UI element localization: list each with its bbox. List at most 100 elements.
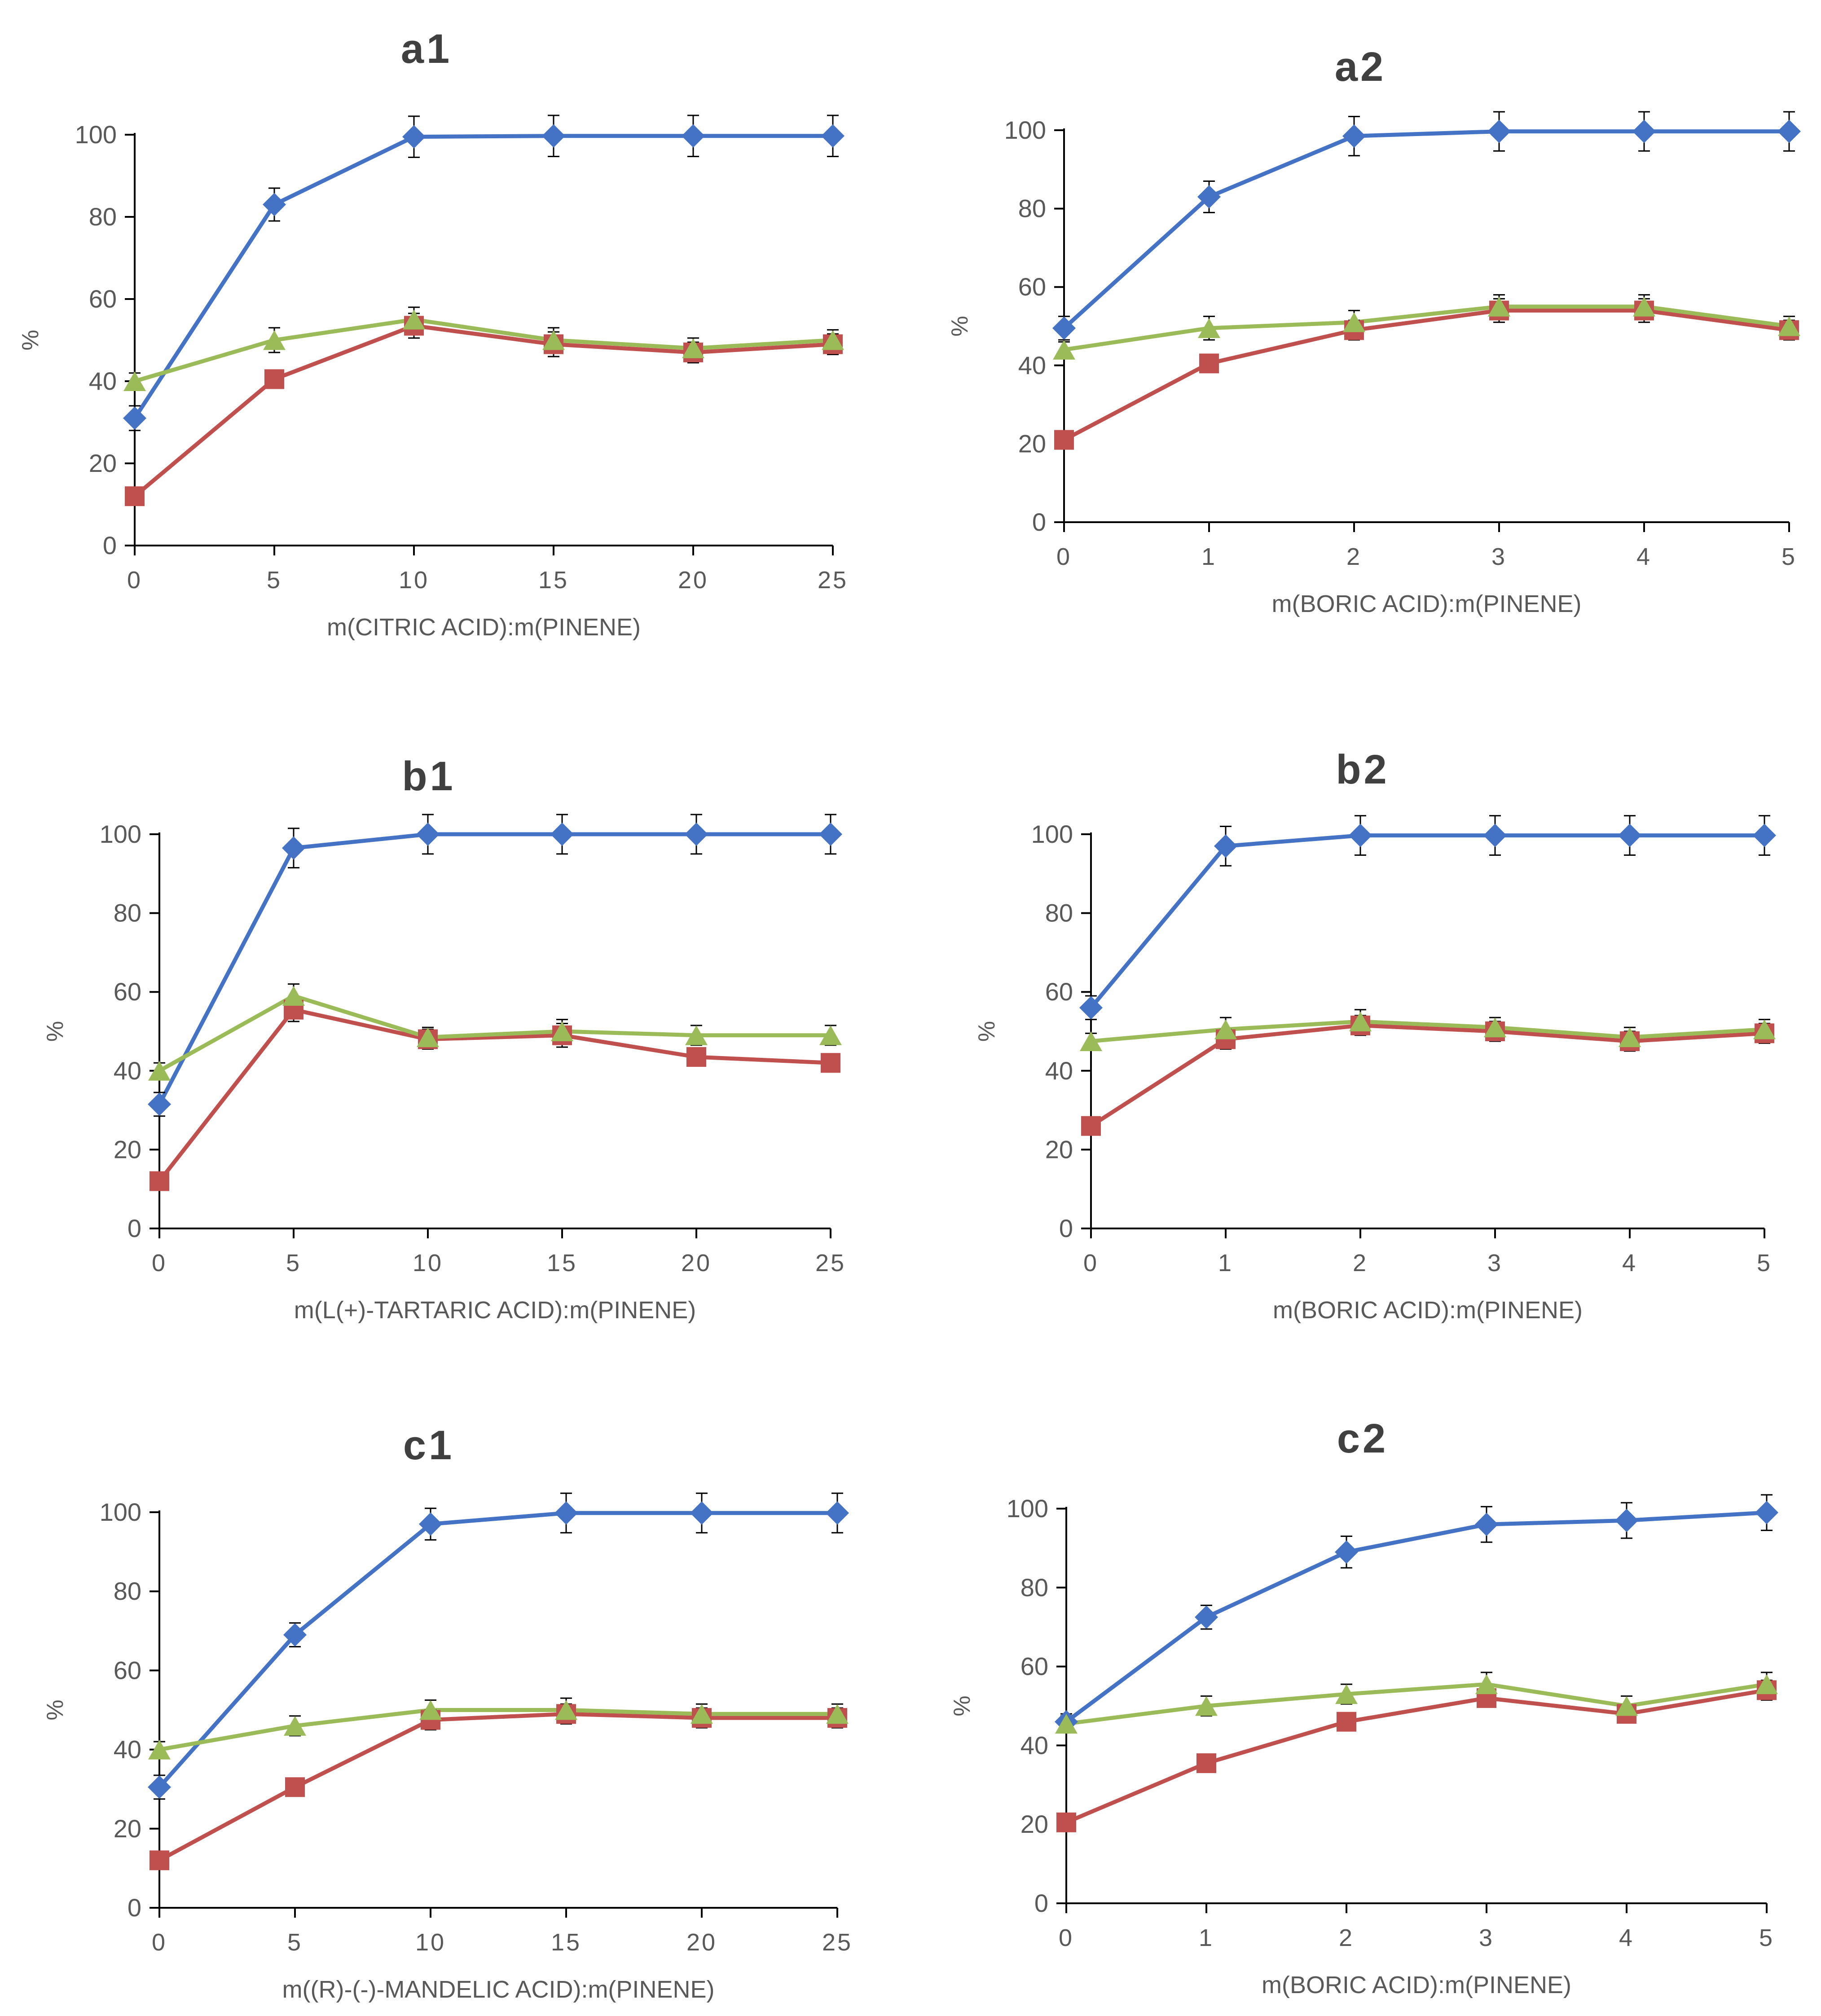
y-tick-label: 40 [1020, 1731, 1048, 1759]
y-tick-label: 80 [114, 899, 141, 927]
data-point-diamond [821, 124, 845, 148]
data-point-triangle [822, 330, 844, 350]
y-tick-label: 60 [1045, 977, 1073, 1006]
data-point-triangle [555, 1700, 577, 1720]
panel-b1: b1 m(L(+)-TARTARIC ACID):m(PINENE) % 0 20… [42, 753, 844, 1324]
y-tick-label: 60 [89, 285, 117, 313]
y-axis-label: % [42, 1021, 68, 1042]
series-line [1065, 1510, 1767, 1724]
x-tick-label: 15 [538, 567, 569, 594]
x-tick-label: 15 [547, 1250, 577, 1277]
series-line [133, 134, 833, 419]
data-point-diamond [819, 823, 842, 846]
data-point-diamond [826, 1501, 849, 1525]
x-tick-label: 3 [1491, 543, 1507, 570]
series-line [133, 323, 833, 498]
x-tick-label: 4 [1636, 543, 1652, 570]
data-point-square [150, 1171, 169, 1191]
series-line [158, 1511, 837, 1789]
x-tick-label: 10 [399, 567, 429, 594]
data-point-triangle [1214, 1019, 1237, 1039]
data-point-diamond [1753, 823, 1776, 847]
series-line [158, 1008, 831, 1183]
data-point-diamond [685, 823, 708, 846]
y-tick-label: 40 [114, 1735, 141, 1764]
data-point-diamond [1618, 823, 1641, 847]
data-point-square [1054, 430, 1074, 450]
y-tick-label: 0 [103, 531, 117, 559]
data-point-triangle [1755, 1674, 1778, 1695]
y-tick-label: 40 [114, 1056, 141, 1085]
x-tick-label: 5 [1781, 543, 1797, 570]
y-tick-label: 40 [89, 367, 117, 395]
y-tick-label: 80 [1020, 1573, 1048, 1602]
data-point-triangle [1343, 312, 1365, 332]
x-tick-label: 4 [1619, 1924, 1634, 1951]
data-point-square [1081, 1116, 1101, 1136]
data-point-triangle [263, 330, 286, 350]
x-tick-label: 2 [1353, 1250, 1368, 1277]
x-tick-label: 0 [1083, 1250, 1099, 1277]
y-tick-label: 80 [1045, 899, 1073, 927]
data-point-diamond [1335, 1540, 1358, 1564]
data-point-triangle [1080, 1031, 1102, 1051]
x-tick-label: 2 [1339, 1924, 1354, 1951]
data-point-triangle [691, 1704, 713, 1724]
panel-title: a2 [1335, 44, 1386, 90]
x-tick-label: 1 [1199, 1924, 1214, 1951]
data-point-diamond [1475, 1513, 1498, 1536]
data-point-triangle [1055, 1714, 1078, 1734]
panel-b2: b2 m(BORIC ACID):m(PINENE) % 02040608010… [974, 747, 1776, 1324]
data-point-diamond [1342, 124, 1366, 148]
y-tick-label: 60 [1018, 273, 1046, 301]
y-tick-label: 0 [1059, 1214, 1073, 1242]
y-axis-label: % [949, 1695, 975, 1716]
x-axis-label: m(L(+)-TARTARIC ACID):m(PINENE) [294, 1297, 696, 1324]
panel-title: b2 [1336, 747, 1389, 792]
series-line [1091, 1019, 1765, 1043]
x-tick-label: 10 [413, 1250, 443, 1277]
y-tick-label: 0 [1034, 1889, 1048, 1917]
data-point-triangle [284, 1716, 306, 1736]
data-point-triangle [1053, 339, 1075, 360]
y-tick-label: 80 [89, 202, 117, 231]
data-point-diamond [550, 823, 574, 846]
data-point-triangle [1488, 296, 1510, 317]
data-point-triangle [1619, 1027, 1641, 1048]
data-point-diamond [1487, 119, 1511, 143]
data-point-square [150, 1850, 169, 1871]
x-tick-label: 2 [1346, 543, 1362, 570]
data-point-diamond [554, 1501, 578, 1525]
panel-c2: c2 m(BORIC ACID):m(PINENE) % 02040608010… [949, 1416, 1778, 1998]
series-line [1090, 1023, 1765, 1128]
data-point-diamond [416, 823, 440, 846]
data-point-triangle [403, 309, 425, 330]
data-point-triangle [819, 1025, 842, 1045]
data-point-diamond [1052, 316, 1076, 340]
y-tick-label: 20 [89, 449, 117, 477]
y-tick-label: 0 [1032, 508, 1046, 536]
y-axis-label: % [947, 316, 973, 336]
data-point-diamond [682, 124, 705, 148]
x-tick-label: 1 [1201, 543, 1217, 570]
y-tick-label: 20 [114, 1814, 141, 1843]
panel-title: b1 [402, 753, 455, 799]
y-tick-label: 100 [75, 120, 117, 149]
data-point-triangle [282, 986, 305, 1006]
x-tick-label: 1 [1218, 1250, 1233, 1277]
data-point-triangle [1198, 318, 1220, 338]
x-tick-label: 5 [287, 1929, 303, 1956]
y-axis-label: % [42, 1699, 68, 1720]
data-point-diamond [1195, 1605, 1218, 1629]
data-point-diamond [690, 1501, 713, 1525]
y-tick-label: 60 [114, 1656, 141, 1684]
data-point-diamond [1483, 823, 1507, 847]
data-point-diamond [1777, 119, 1801, 143]
data-point-square [1196, 1753, 1216, 1773]
data-point-diamond [419, 1512, 442, 1536]
data-point-diamond [1632, 119, 1656, 143]
y-tick-label: 0 [128, 1893, 141, 1922]
y-tick-label: 40 [1045, 1056, 1073, 1085]
y-tick-label: 80 [114, 1577, 141, 1605]
